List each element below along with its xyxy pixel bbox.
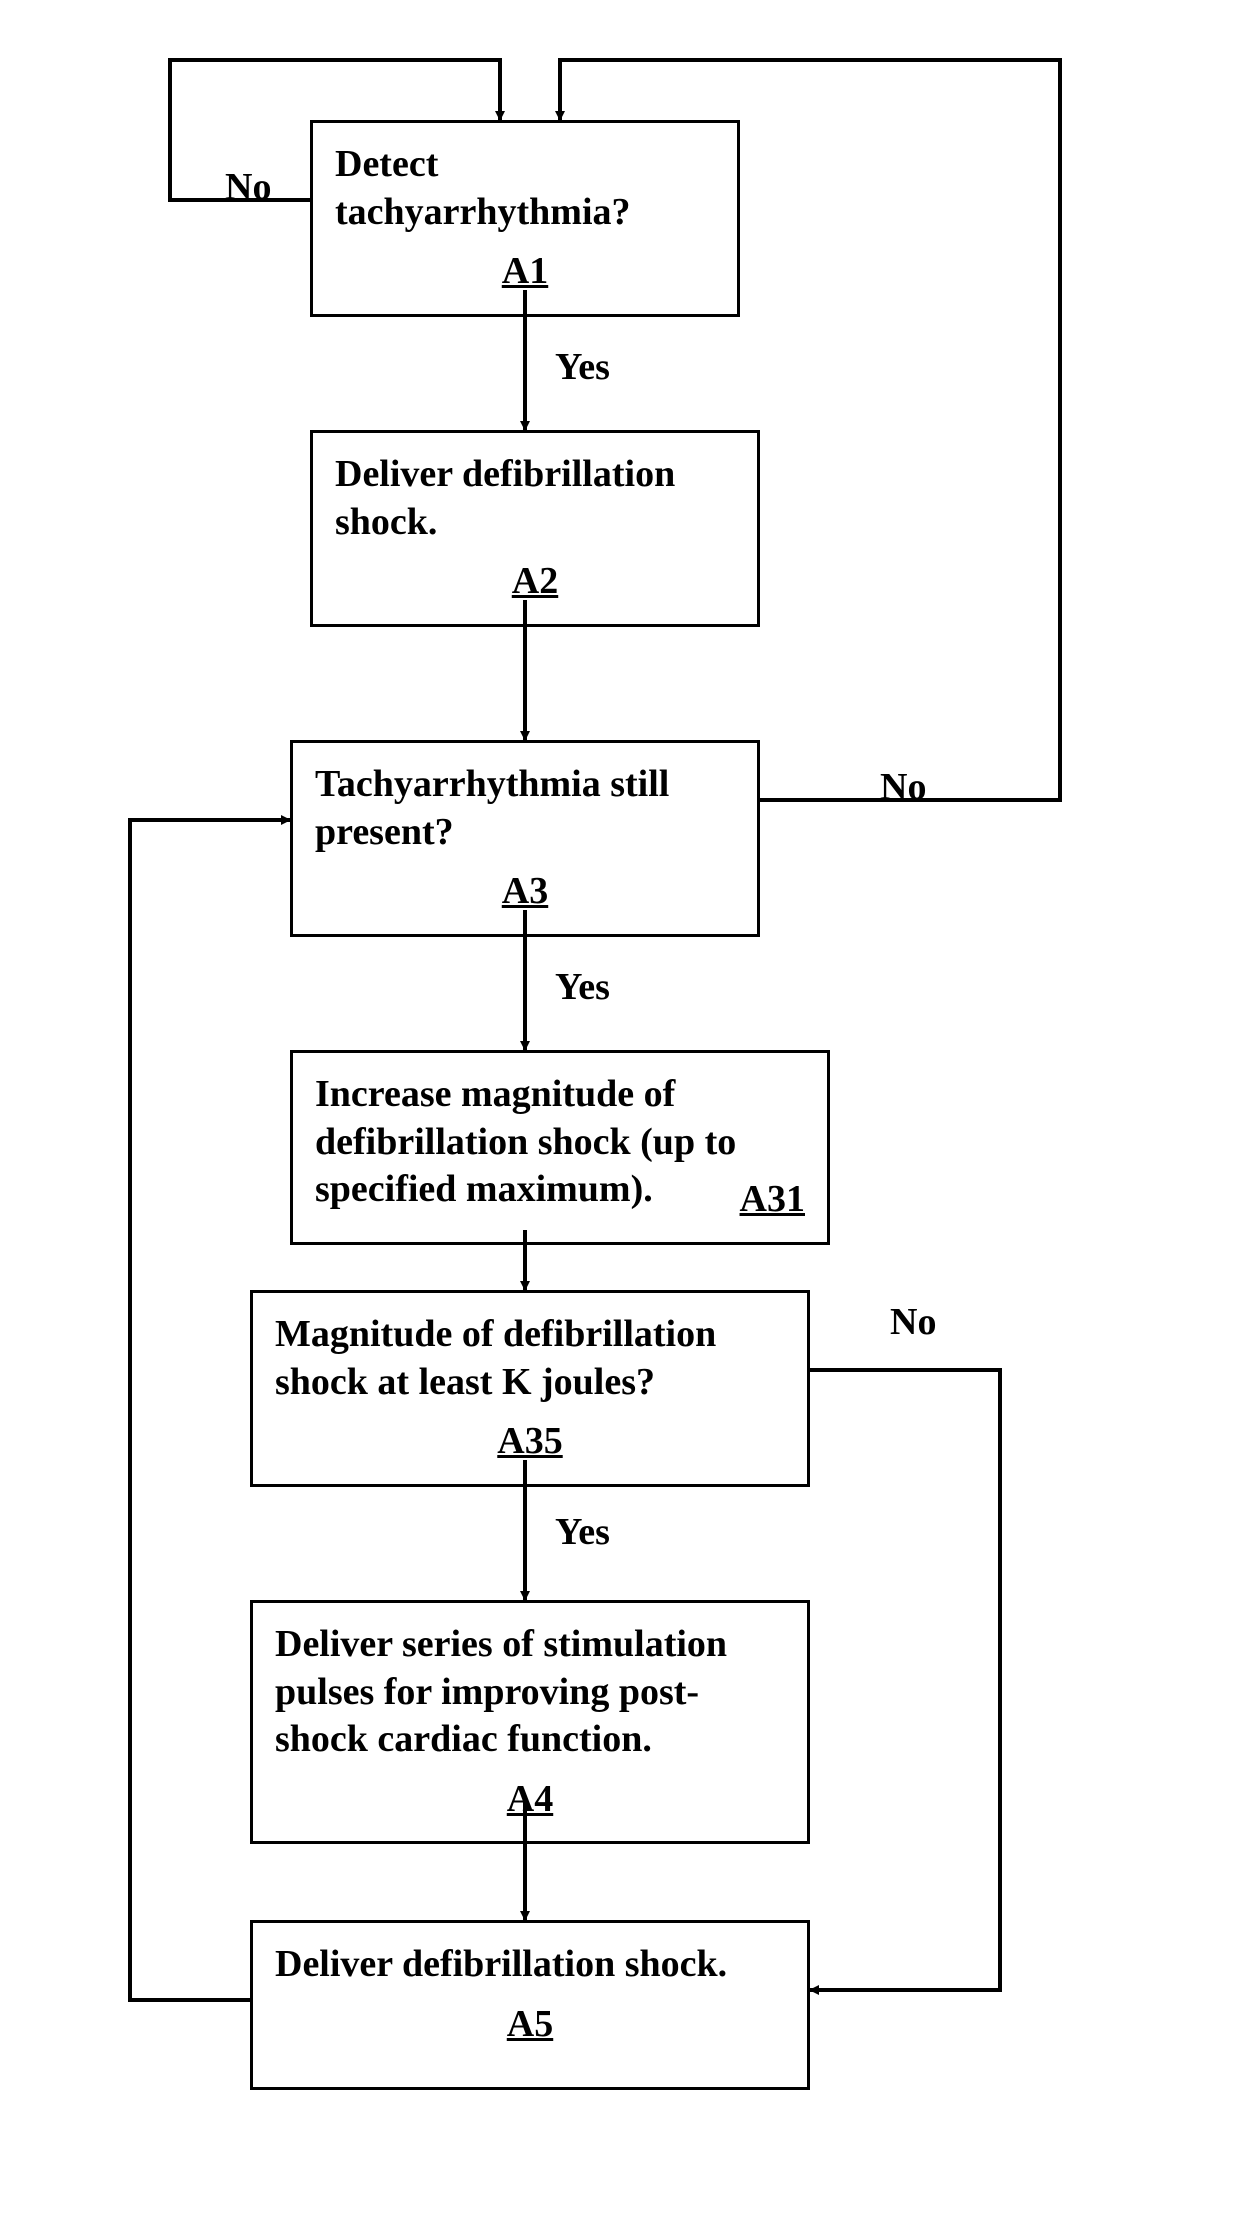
node-ref: A31 — [740, 1176, 805, 1224]
node-text: Deliver defibrillation shock. — [275, 1943, 727, 1985]
edge-label: No — [225, 165, 271, 209]
edge-label: Yes — [555, 345, 610, 389]
edge-label: Yes — [555, 1510, 610, 1554]
node-text: Tachyarrhythmia still present? — [315, 763, 669, 853]
node-ref: A3 — [315, 868, 735, 916]
node-ref: A4 — [275, 1776, 785, 1824]
node-text: Deliver defibrillation shock. — [335, 453, 675, 543]
flow-node-increase-magnitude: Increase magnitude of defibrillation sho… — [290, 1050, 830, 1245]
node-ref: A1 — [335, 248, 715, 296]
node-text: Deliver series of stimulation pulses for… — [275, 1623, 727, 1760]
edge-label: No — [890, 1300, 936, 1344]
node-ref: A35 — [275, 1418, 785, 1466]
node-ref: A2 — [335, 558, 735, 606]
flow-node-magnitude-check: Magnitude of defibrillation shock at lea… — [250, 1290, 810, 1487]
flow-node-deliver-shock-2: Deliver defibrillation shock. A5 — [250, 1920, 810, 2090]
node-text: Increase magnitude of defibrillation sho… — [315, 1073, 736, 1210]
edge-label: No — [880, 765, 926, 809]
node-text: Detect tachyarrhythmia? — [335, 143, 631, 233]
node-ref: A5 — [275, 2001, 785, 2049]
edge-label: Yes — [555, 965, 610, 1009]
node-text: Magnitude of defibrillation shock at lea… — [275, 1313, 716, 1403]
flow-node-stimulation-pulses: Deliver series of stimulation pulses for… — [250, 1600, 810, 1844]
flow-node-deliver-shock-1: Deliver defibrillation shock. A2 — [310, 430, 760, 627]
flow-node-detect: Detect tachyarrhythmia? A1 — [310, 120, 740, 317]
flow-node-still-present: Tachyarrhythmia still present? A3 — [290, 740, 760, 937]
